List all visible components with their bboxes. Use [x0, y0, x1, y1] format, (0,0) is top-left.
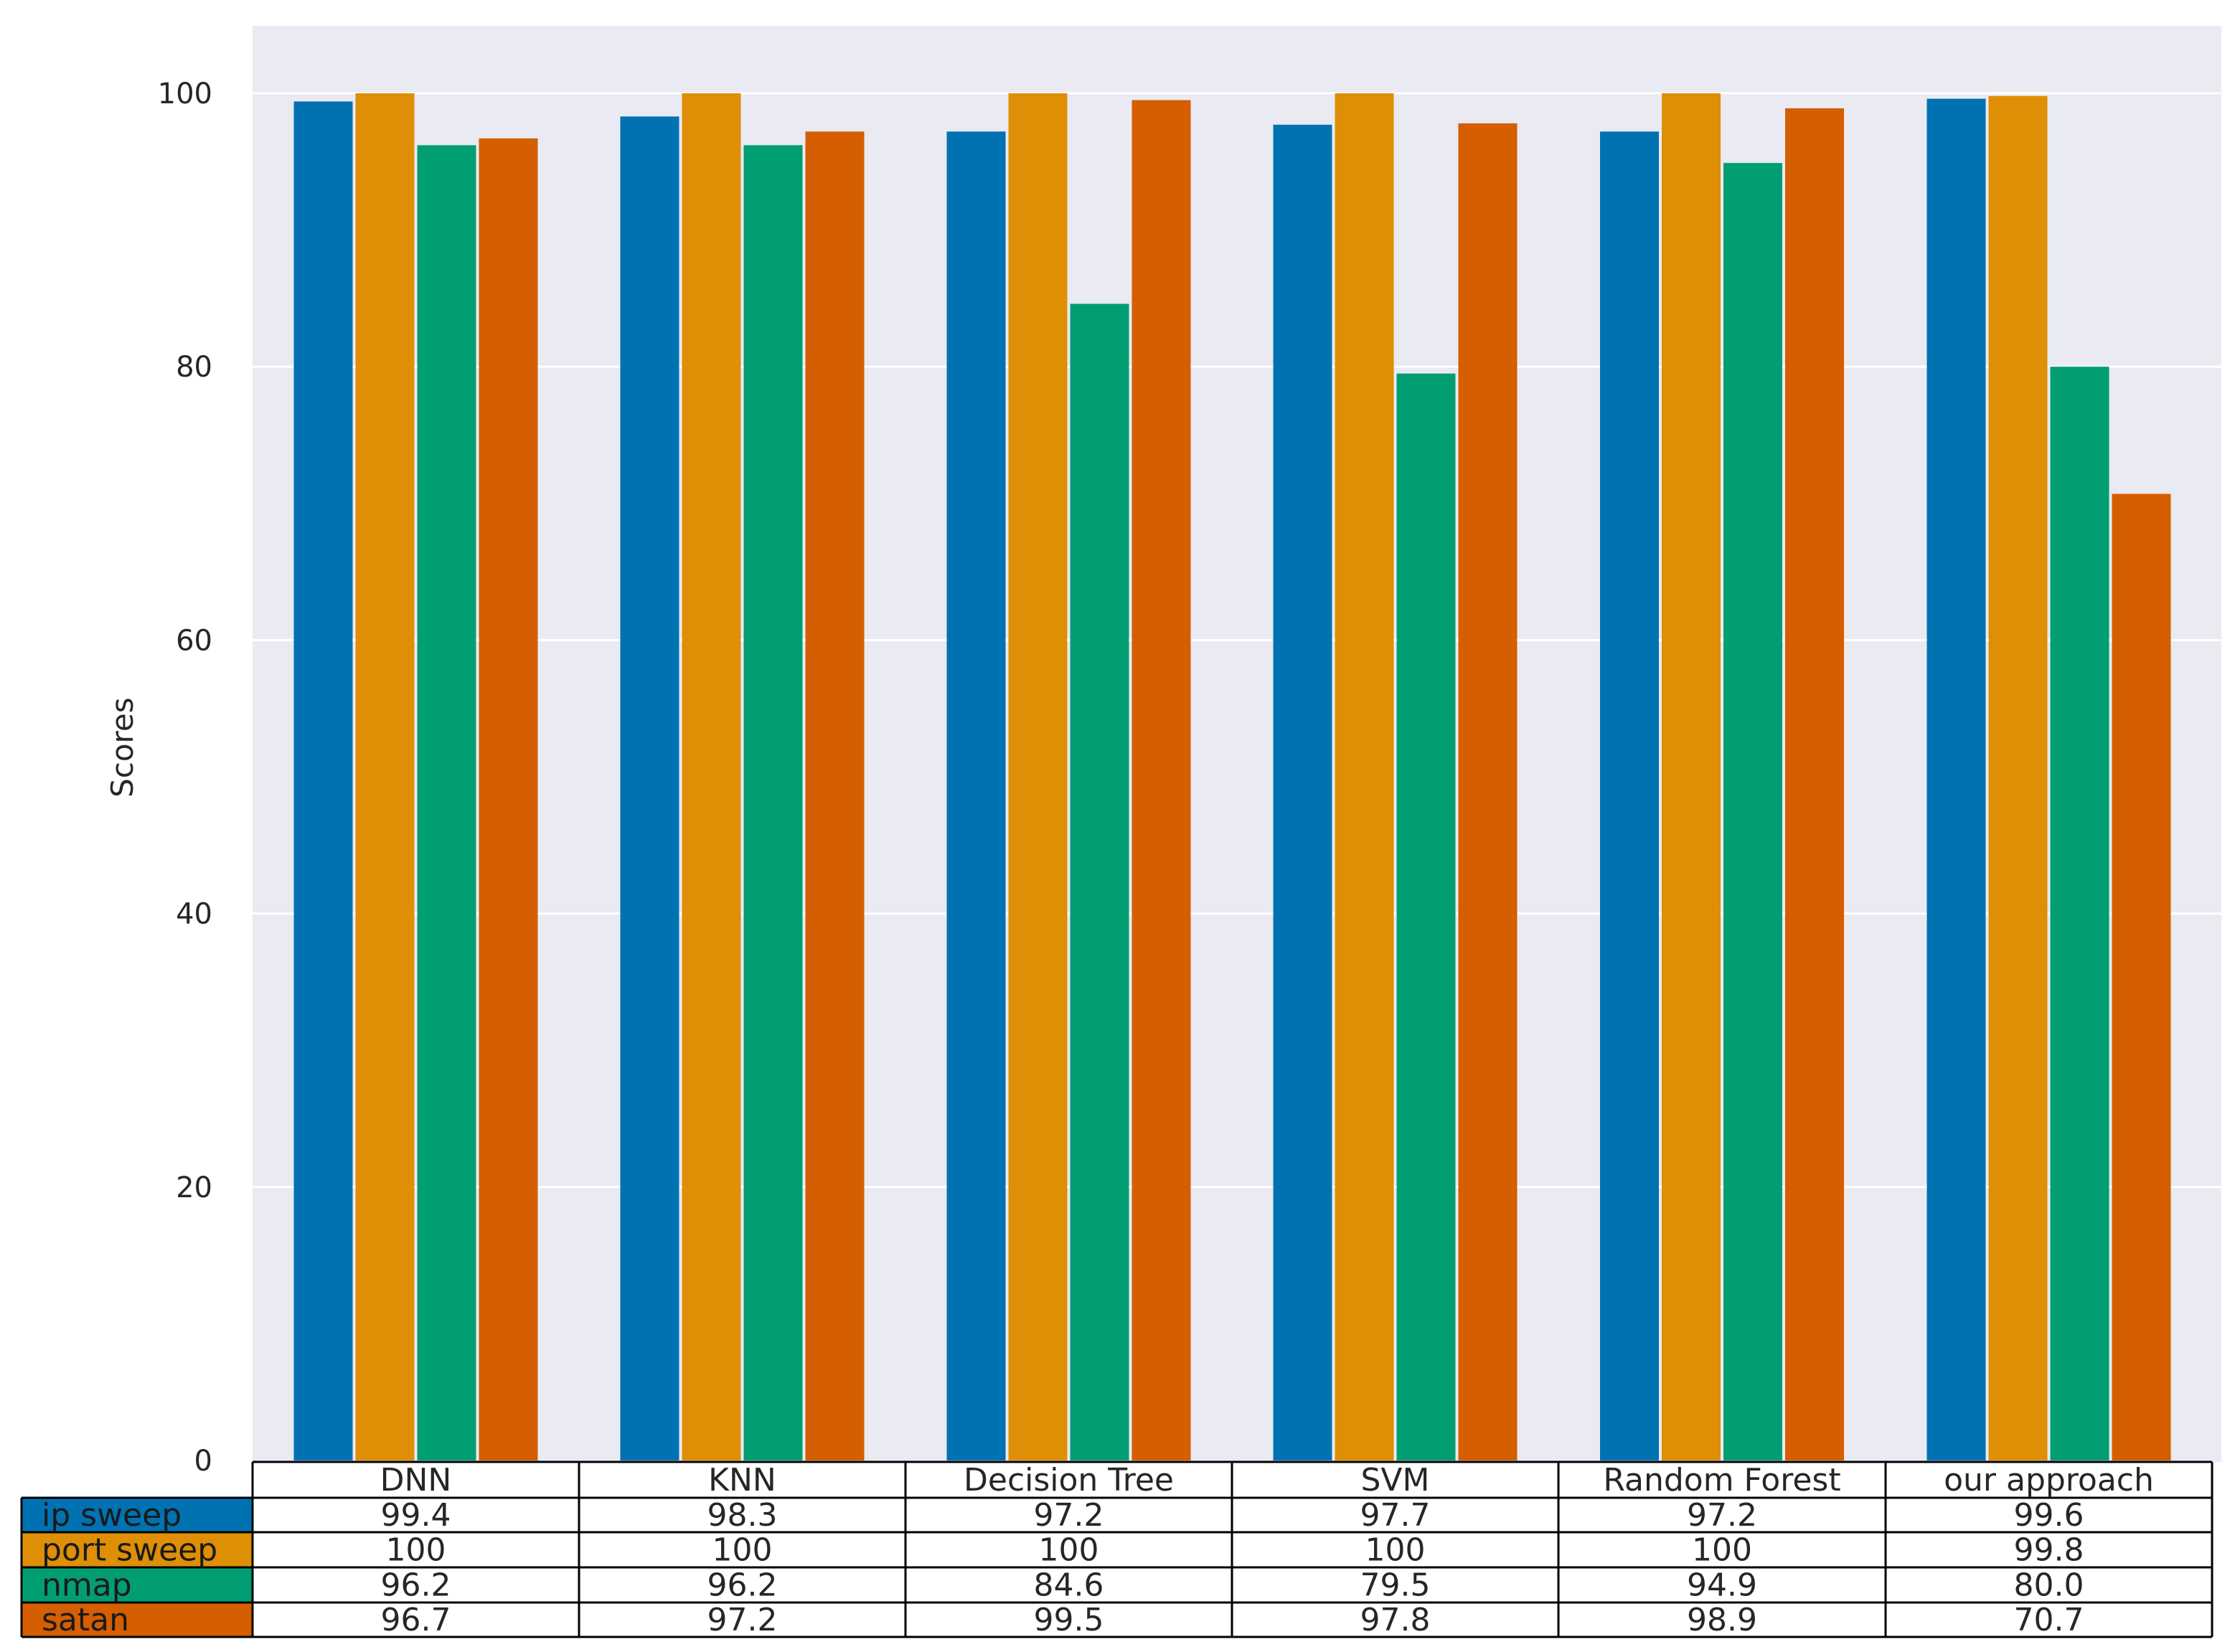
table-row-label: port sweep: [42, 1532, 217, 1569]
table-cell-value: 99.8: [2014, 1532, 2084, 1569]
table-legend-swatch-ip-sweep: [22, 1498, 253, 1532]
table-cell-value: 70.7: [2014, 1602, 2084, 1638]
bar-nmap-2: [1070, 303, 1129, 1461]
table-cell-value: 94.9: [1687, 1567, 1757, 1604]
y-axis-label: Scores: [105, 697, 140, 798]
bar-port-sweep-5: [1988, 95, 2048, 1460]
bar-satan-5: [2112, 494, 2171, 1460]
x-category-label: KNN: [708, 1462, 776, 1498]
table-cell-value: 99.4: [381, 1497, 451, 1534]
y-tick-label: 0: [194, 1445, 212, 1478]
bar-ip-sweep-3: [1273, 124, 1332, 1460]
y-tick-label: 80: [176, 351, 212, 384]
bar-satan-0: [479, 138, 538, 1461]
bar-ip-sweep-5: [1926, 98, 1986, 1460]
table-cell-value: 100: [1039, 1532, 1099, 1569]
table-cell-value: 99.5: [1034, 1602, 1104, 1638]
table-cell-value: 100: [386, 1532, 446, 1569]
table-cell-value: 98.3: [707, 1497, 778, 1534]
bar-ip-sweep-2: [946, 131, 1006, 1460]
table-cell-value: 100: [1365, 1532, 1426, 1569]
table-cell-value: 84.6: [1034, 1567, 1104, 1604]
table-cell-value: 97.2: [1687, 1497, 1757, 1534]
bar-ip-sweep-4: [1600, 131, 1659, 1460]
table-legend-swatch-nmap: [22, 1567, 253, 1603]
y-tick-label: 40: [176, 898, 212, 931]
bar-satan-2: [1132, 100, 1191, 1460]
x-category-label: DNN: [380, 1462, 452, 1498]
table-cell-value: 96.2: [381, 1567, 451, 1604]
table-legend-swatch-port-sweep: [22, 1532, 253, 1567]
table-cell-value: 97.8: [1360, 1602, 1431, 1638]
bar-port-sweep-0: [355, 93, 415, 1460]
bar-nmap-0: [417, 145, 476, 1461]
table-cell-value: 100: [712, 1532, 773, 1569]
x-category-label: Random Forest: [1603, 1462, 1840, 1498]
table-cell-value: 97.2: [1034, 1497, 1104, 1534]
plot-area: [253, 26, 2221, 1462]
table-row-label: satan: [42, 1602, 129, 1638]
table-cell-value: 97.7: [1360, 1497, 1431, 1534]
x-category-label: Decision Tree: [964, 1462, 1174, 1498]
bar-satan-4: [1785, 108, 1844, 1460]
table-cell-value: 97.2: [707, 1602, 778, 1638]
table-legend-swatch-satan: [22, 1603, 253, 1637]
table-cell-value: 98.9: [1687, 1602, 1757, 1638]
bar-ip-sweep-0: [293, 101, 353, 1460]
y-tick-label: 100: [158, 77, 212, 110]
table-cell-value: 80.0: [2014, 1567, 2084, 1604]
bar-satan-3: [1458, 123, 1518, 1460]
table-cell-value: 96.7: [381, 1602, 451, 1638]
bar-ip-sweep-1: [620, 116, 679, 1461]
table-cell-value: 99.6: [2014, 1497, 2084, 1534]
x-category-label: our approach: [1944, 1462, 2154, 1498]
bar-satan-1: [805, 131, 865, 1460]
bar-nmap-5: [2050, 367, 2109, 1461]
table-cell-value: 79.5: [1360, 1567, 1431, 1604]
bar-port-sweep-3: [1335, 93, 1394, 1460]
bar-nmap-3: [1396, 373, 1456, 1460]
bar-port-sweep-1: [682, 93, 741, 1460]
table-cell-value: 100: [1692, 1532, 1752, 1569]
y-tick-label: 60: [176, 624, 212, 657]
table-row-label: ip sweep: [42, 1497, 182, 1534]
x-category-label: SVM: [1361, 1462, 1430, 1498]
y-tick-label: 20: [176, 1171, 212, 1204]
table-cell-value: 96.2: [707, 1567, 778, 1604]
bar-port-sweep-4: [1662, 93, 1721, 1460]
table-row-label: nmap: [42, 1567, 132, 1604]
bar-nmap-4: [1723, 163, 1782, 1460]
bar-nmap-1: [743, 145, 803, 1461]
bar-port-sweep-2: [1008, 93, 1068, 1460]
